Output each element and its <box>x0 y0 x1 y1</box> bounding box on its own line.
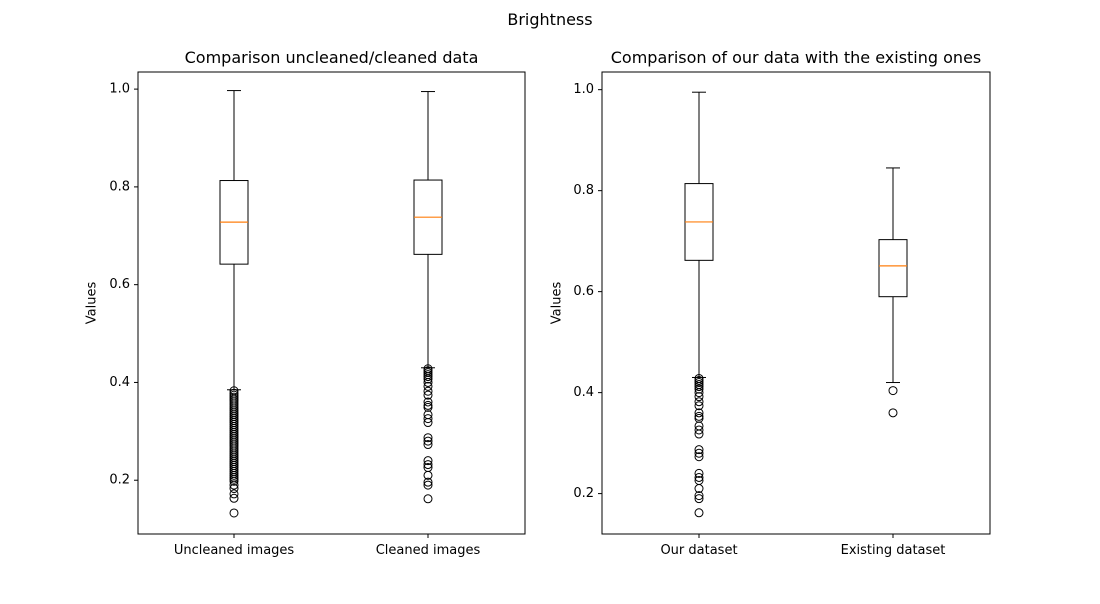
outlier-point <box>229 508 239 518</box>
outlier-point <box>423 494 433 504</box>
axes-frame <box>601 71 991 535</box>
y-axis-label: Values <box>85 282 100 325</box>
outlier-point <box>694 452 704 462</box>
outlier-point <box>423 374 433 384</box>
outlier-point <box>694 484 704 494</box>
outlier-point <box>423 390 433 400</box>
y-tick-label: 0.6 <box>573 284 594 299</box>
y-tick-label: 1.0 <box>109 82 130 97</box>
outlier-point <box>423 477 433 487</box>
outlier-point <box>694 494 704 504</box>
outlier-point <box>694 382 704 392</box>
y-tick-label: 0.4 <box>109 375 130 390</box>
outlier-point <box>423 456 433 466</box>
y-tick-label: 0.6 <box>109 277 130 292</box>
outlier-point <box>423 414 433 424</box>
outlier-point <box>423 372 433 382</box>
x-tick-label: Existing dataset <box>841 543 946 558</box>
outlier-point <box>888 386 898 396</box>
outlier-point <box>694 425 704 435</box>
box-1 <box>684 91 714 518</box>
x-tick-label: Our dataset <box>660 543 737 558</box>
outlier-point <box>694 392 704 402</box>
outlier-point <box>694 468 704 478</box>
y-tick-label: 0.8 <box>573 183 594 198</box>
outlier-point <box>423 386 433 396</box>
outlier-point <box>423 433 433 443</box>
outlier-point <box>694 445 704 455</box>
axes-title: Comparison of our data with the existing… <box>611 48 982 67</box>
outlier-point <box>423 460 433 470</box>
y-tick-label: 0.4 <box>573 385 594 400</box>
axes-frame <box>137 71 526 535</box>
y-tick-label: 0.2 <box>109 473 130 488</box>
figure-title: Brightness <box>507 10 593 29</box>
outlier-point <box>423 436 433 446</box>
outlier-point <box>694 491 704 501</box>
outlier-point <box>423 480 433 490</box>
x-tick-label: Cleaned images <box>376 543 481 558</box>
outlier-point <box>888 408 898 418</box>
outlier-point <box>229 489 239 499</box>
outlier-point <box>694 388 704 398</box>
outlier-point <box>694 508 704 518</box>
outlier-point <box>694 408 704 418</box>
y-tick-label: 1.0 <box>573 82 594 97</box>
x-tick-label: Uncleaned images <box>174 543 295 558</box>
y-tick-label: 0.8 <box>109 179 130 194</box>
outlier-point <box>229 480 239 490</box>
outlier-point <box>423 470 433 480</box>
outlier-point <box>229 476 239 486</box>
outlier-point <box>423 402 433 412</box>
axes-2: Comparison of our data with the existing… <box>550 48 991 558</box>
box-1 <box>219 90 249 518</box>
y-tick-label: 0.2 <box>573 486 594 501</box>
outlier-point <box>229 484 239 494</box>
box-body <box>878 239 908 298</box>
outlier-point <box>694 472 704 482</box>
outlier-point <box>423 440 433 450</box>
outlier-point <box>694 397 704 407</box>
outlier-point <box>229 493 239 503</box>
outlier-point <box>694 429 704 439</box>
outlier-point <box>423 397 433 407</box>
outlier-point <box>423 418 433 428</box>
outlier-point <box>694 413 704 423</box>
axes-1: Comparison uncleaned/cleaned data Values 0… <box>85 48 526 558</box>
box-2 <box>413 91 443 504</box>
outlier-point <box>694 448 704 458</box>
axes-title: Comparison uncleaned/cleaned data <box>185 48 479 67</box>
outlier-point <box>423 381 433 391</box>
box-2 <box>878 167 908 418</box>
y-axis-label: Values <box>550 282 565 325</box>
outlier-point <box>423 377 433 387</box>
outlier-point <box>694 401 704 411</box>
